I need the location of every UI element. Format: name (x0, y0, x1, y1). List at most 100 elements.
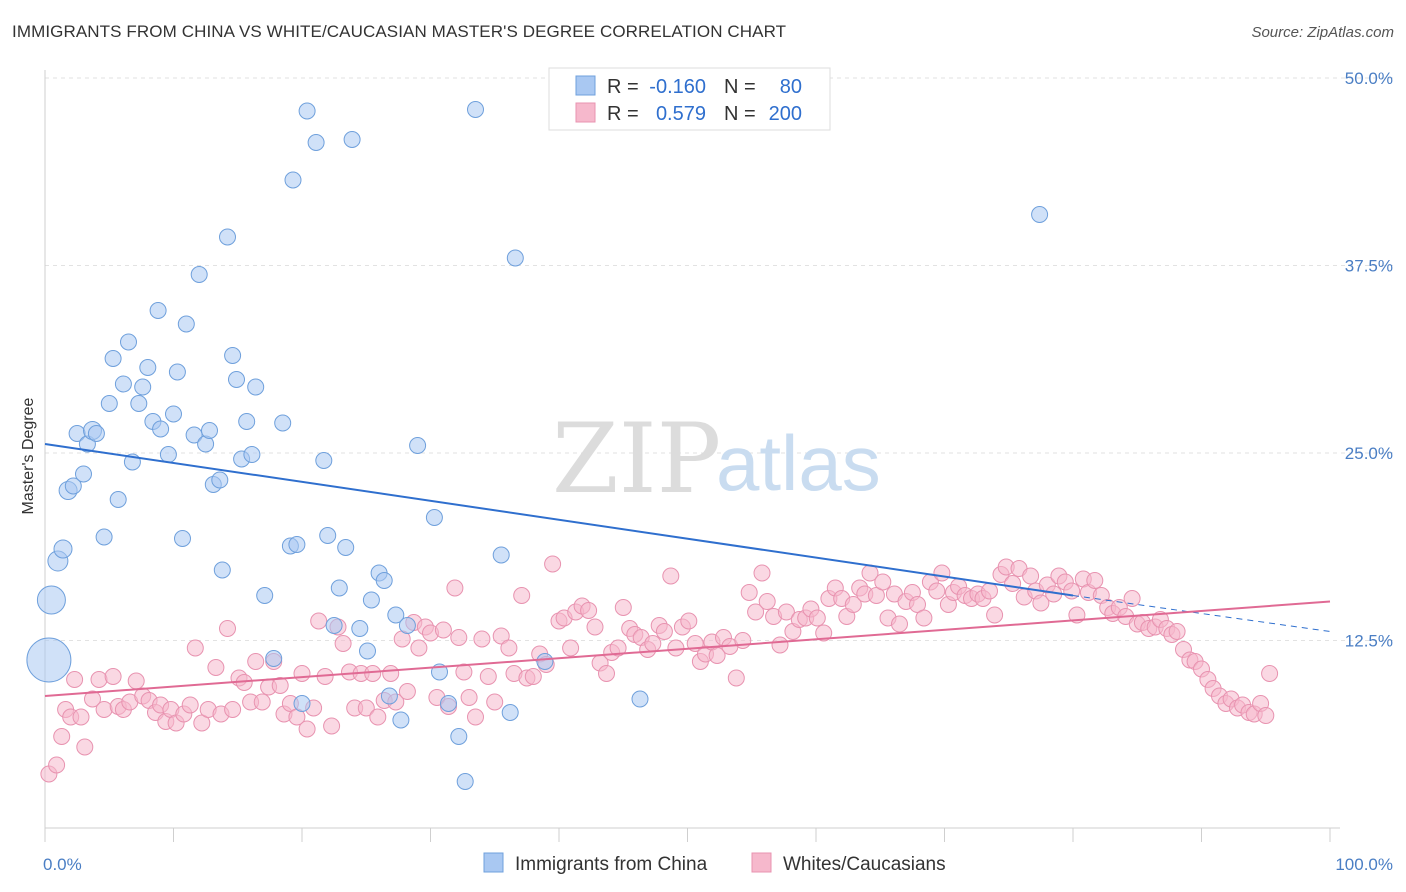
data-point (1004, 575, 1022, 592)
data-point (409, 437, 427, 454)
y-tick-label: 50.0% (1345, 69, 1393, 88)
data-point (284, 171, 302, 189)
data-point (288, 536, 306, 553)
data-point (631, 690, 649, 708)
y-tick-label: 25.0% (1345, 444, 1393, 463)
data-point (362, 591, 380, 609)
data-point (337, 539, 355, 556)
data-point (369, 708, 387, 726)
data-point (159, 446, 177, 463)
data-point (928, 582, 946, 600)
data-point (95, 528, 113, 546)
data-point (219, 620, 236, 637)
data-point (506, 249, 524, 267)
data-point (655, 623, 673, 640)
data-point (1261, 665, 1279, 682)
legend-n-label-white: N = (724, 103, 756, 125)
data-point (380, 687, 398, 705)
data-point (456, 773, 474, 790)
data-point (190, 266, 208, 283)
data-point (127, 672, 145, 690)
data-point (293, 695, 311, 712)
data-point (440, 695, 457, 712)
x-tick-label-max: 100.0% (1335, 855, 1393, 874)
data-point (486, 693, 504, 711)
data-point (213, 561, 231, 579)
data-point (53, 728, 71, 745)
data-point (207, 659, 225, 676)
bottom-legend-swatch-white (751, 852, 772, 873)
legend-n-label-china: N = (724, 76, 756, 98)
data-point (87, 425, 105, 442)
data-point (513, 587, 531, 604)
data-point (359, 642, 376, 660)
legend-swatch-white (575, 102, 596, 123)
y-axis-label: Master's Degree (20, 397, 37, 514)
data-point (680, 612, 698, 630)
data-point (1257, 707, 1275, 724)
legend-r-value-china: -0.160 (649, 76, 706, 98)
data-point (271, 677, 289, 694)
data-point (364, 665, 382, 682)
data-point (450, 629, 468, 646)
data-point (66, 671, 84, 688)
data-point (844, 596, 862, 613)
data-point (181, 696, 199, 714)
data-point (334, 635, 352, 652)
bottom-legend: Immigrants from China Whites/Caucasians (483, 852, 946, 875)
data-point (53, 539, 73, 559)
data-point (425, 509, 443, 526)
data-point (777, 603, 795, 621)
data-points (26, 101, 1279, 790)
data-point (398, 683, 416, 700)
data-point (598, 665, 615, 682)
data-point (662, 567, 680, 585)
data-point (815, 624, 833, 642)
data-point (343, 131, 361, 148)
data-point (90, 671, 108, 688)
data-point (467, 708, 484, 726)
data-point (747, 603, 765, 621)
data-point (455, 663, 473, 681)
data-point (134, 378, 152, 396)
data-point (152, 420, 170, 438)
data-point (1086, 572, 1104, 589)
y-tick-labels: 12.5% 25.0% 37.5% 50.0% (1345, 69, 1393, 651)
data-point (201, 422, 218, 439)
data-point (609, 639, 627, 657)
data-point (72, 708, 90, 726)
data-point (1032, 594, 1050, 612)
data-point (323, 717, 341, 735)
data-point (298, 720, 316, 738)
trend-line-china (44, 443, 1074, 597)
data-point (109, 491, 127, 508)
data-point (467, 101, 484, 118)
data-point (1168, 623, 1186, 640)
data-point (734, 632, 752, 649)
data-point (325, 617, 343, 634)
data-point (84, 690, 101, 708)
data-point (473, 630, 491, 648)
data-point (114, 375, 132, 393)
data-point (808, 609, 826, 627)
data-point (460, 689, 478, 706)
data-point (727, 669, 745, 687)
data-point (307, 134, 325, 151)
data-point (501, 704, 519, 721)
legend-n-value-white: 200 (769, 103, 802, 125)
data-point (100, 395, 118, 412)
data-point (1031, 206, 1049, 223)
data-point (168, 363, 186, 381)
data-point (253, 693, 271, 711)
data-point (186, 639, 204, 657)
data-point (247, 378, 265, 396)
data-point (392, 711, 410, 729)
data-point (933, 564, 951, 582)
data-point (915, 609, 933, 627)
stats-legend: R = -0.160 N = 80 R = 0.579 N = 200 (548, 67, 831, 131)
data-point (874, 573, 892, 591)
data-point (185, 426, 203, 444)
bottom-legend-swatch-china (483, 852, 504, 873)
data-point (562, 639, 580, 657)
